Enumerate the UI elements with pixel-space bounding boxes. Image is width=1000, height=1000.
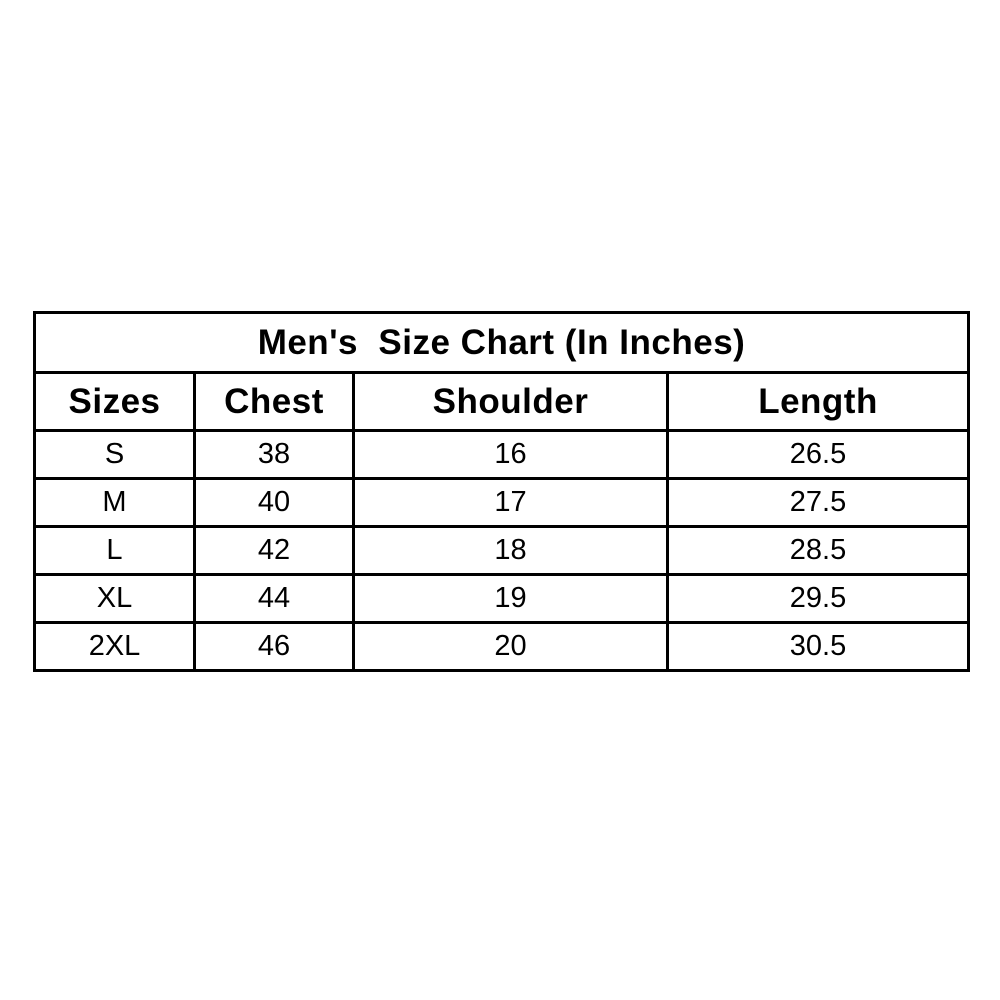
table-row-2xl: 2XL 46 20 30.5: [33, 621, 971, 672]
chest-value: 42: [193, 525, 355, 576]
size-chart-table: Men's Size Chart (In Inches) Sizes Chest…: [32, 311, 971, 672]
shoulder-value: 19: [352, 573, 669, 624]
shoulder-value: 18: [352, 525, 669, 576]
chest-value: 46: [193, 621, 355, 672]
table-row-xl: XL 44 19 29.5: [33, 573, 971, 624]
header-row: Sizes Chest Shoulder Length: [33, 371, 971, 432]
size-label: S: [33, 429, 196, 480]
size-label: 2XL: [33, 621, 196, 672]
size-label: XL: [33, 573, 196, 624]
shoulder-value: 16: [352, 429, 669, 480]
size-label: L: [33, 525, 196, 576]
chest-value: 44: [193, 573, 355, 624]
chest-value: 38: [193, 429, 355, 480]
table-row-m: M 40 17 27.5: [33, 477, 971, 528]
column-header-chest: Chest: [193, 371, 355, 432]
size-label: M: [33, 477, 196, 528]
column-header-sizes: Sizes: [33, 371, 196, 432]
length-value: 26.5: [665, 429, 971, 480]
length-value: 29.5: [665, 573, 971, 624]
chest-value: 40: [193, 477, 355, 528]
shoulder-value: 17: [352, 477, 669, 528]
table-title: Men's Size Chart (In Inches): [32, 311, 971, 374]
length-value: 27.5: [665, 477, 971, 528]
column-header-length: Length: [665, 371, 971, 432]
length-value: 30.5: [665, 621, 971, 672]
column-header-shoulder: Shoulder: [352, 371, 669, 432]
table-row-l: L 42 18 28.5: [33, 525, 971, 576]
title-row: Men's Size Chart (In Inches): [32, 311, 971, 374]
table-row-s: S 38 16 26.5: [33, 429, 971, 480]
shoulder-value: 20: [352, 621, 669, 672]
length-value: 28.5: [665, 525, 971, 576]
